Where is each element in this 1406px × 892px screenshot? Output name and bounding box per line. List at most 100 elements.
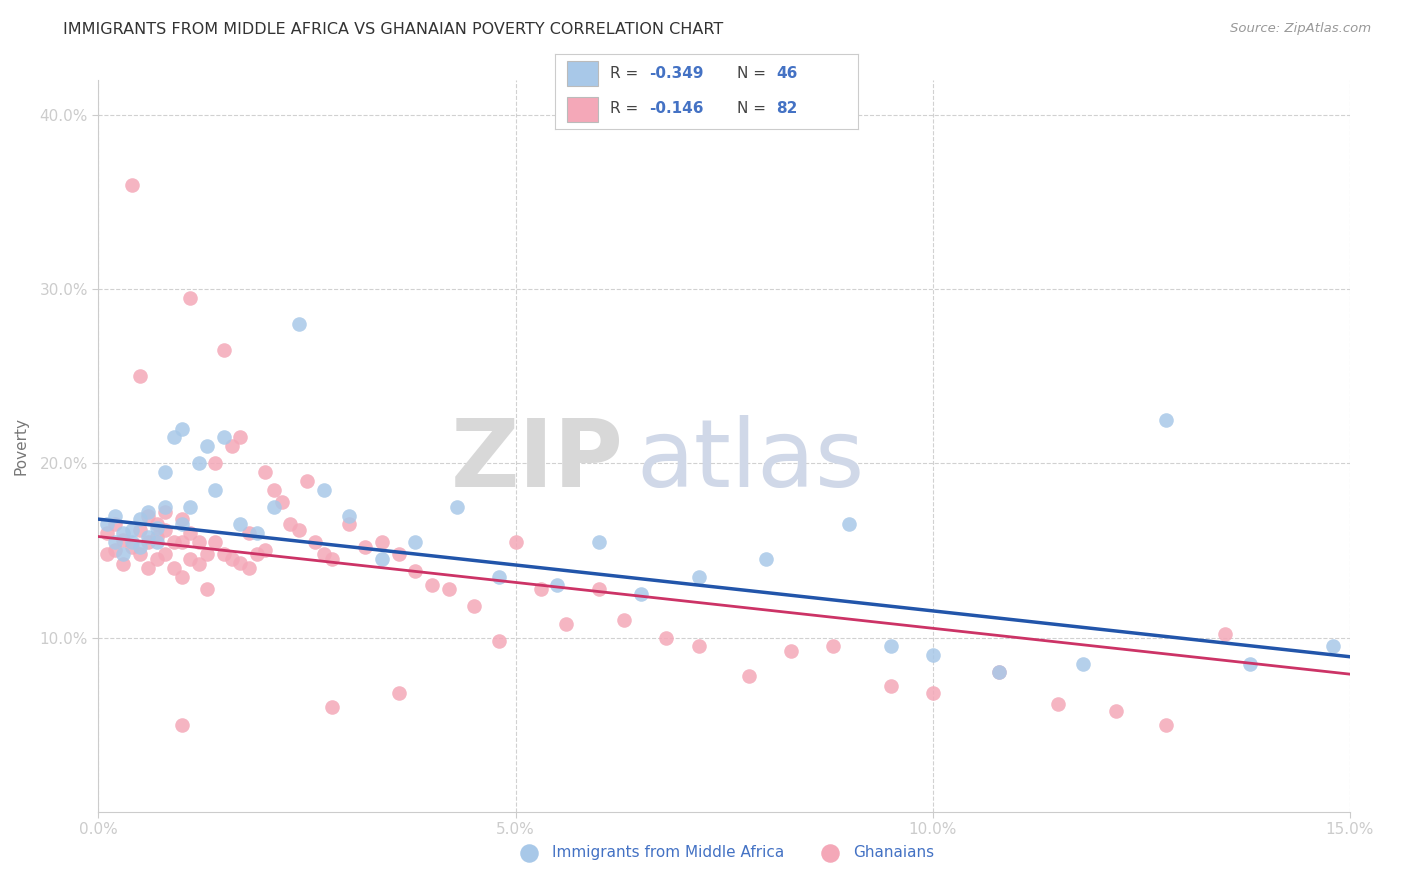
Point (404, 565, 426, 579)
Text: R =: R = (610, 101, 643, 116)
Point (129, 512, 152, 526)
Point (246, 526, 269, 541)
Point (170, 569, 193, 583)
Point (179, 552, 201, 566)
Point (112, 526, 135, 541)
Point (121, 523, 143, 537)
Text: N =: N = (737, 101, 770, 116)
Point (187, 558, 209, 572)
Point (295, 474, 318, 488)
Point (153, 505, 176, 519)
Legend: Immigrants from Middle Africa, Ghanaians: Immigrants from Middle Africa, Ghanaians (508, 839, 941, 866)
Point (96, 517, 118, 532)
Point (1105, 704, 1128, 718)
Text: -0.349: -0.349 (650, 67, 703, 81)
Point (229, 556, 252, 570)
Point (688, 640, 710, 654)
Point (321, 552, 343, 566)
Point (179, 291, 201, 305)
Point (187, 534, 209, 549)
Point (1154, 717, 1177, 731)
Point (204, 457, 226, 471)
Point (121, 540, 143, 554)
Point (162, 534, 184, 549)
Point (446, 500, 468, 514)
Point (263, 483, 285, 497)
Point (880, 679, 903, 693)
Point (221, 552, 243, 566)
Point (146, 552, 169, 566)
Point (96, 547, 118, 561)
Point (138, 534, 160, 549)
Point (337, 517, 360, 532)
Point (1213, 627, 1236, 641)
Point (112, 547, 135, 561)
Point (238, 561, 260, 575)
Point (104, 534, 127, 549)
Point (388, 547, 411, 561)
Point (187, 457, 209, 471)
Text: R =: R = (610, 67, 643, 81)
Point (170, 717, 193, 731)
Point (195, 582, 218, 596)
Point (246, 547, 269, 561)
Point (488, 569, 510, 583)
Point (271, 494, 294, 508)
Point (129, 547, 152, 561)
Point (554, 616, 576, 631)
Point (921, 686, 943, 700)
Point (138, 530, 160, 544)
Point (146, 530, 169, 544)
Point (779, 644, 801, 658)
Point (287, 523, 309, 537)
Point (153, 547, 176, 561)
Point (1046, 697, 1069, 711)
Point (153, 465, 176, 479)
Text: ZIP: ZIP (451, 415, 624, 507)
Point (212, 430, 235, 444)
Point (179, 526, 201, 541)
Point (988, 665, 1011, 680)
Point (238, 526, 260, 541)
Point (287, 317, 309, 331)
Point (138, 508, 160, 523)
Point (630, 587, 652, 601)
Point (179, 500, 201, 514)
Point (821, 640, 844, 654)
Point (588, 582, 610, 596)
Point (170, 421, 193, 435)
Point (254, 465, 277, 479)
Point (129, 540, 152, 554)
Point (488, 634, 510, 648)
Point (138, 505, 160, 519)
Point (195, 547, 218, 561)
Point (112, 558, 135, 572)
Point (204, 534, 226, 549)
Point (1154, 413, 1177, 427)
Point (988, 665, 1011, 680)
Point (738, 669, 761, 683)
Point (1239, 657, 1261, 671)
Point (162, 430, 184, 444)
Point (229, 517, 252, 532)
Point (354, 540, 377, 554)
Point (371, 552, 394, 566)
Point (129, 369, 152, 384)
Point (880, 640, 903, 654)
Text: 46: 46 (776, 67, 797, 81)
Point (104, 508, 127, 523)
Point (404, 534, 426, 549)
Point (388, 686, 411, 700)
Point (321, 700, 343, 714)
Point (212, 343, 235, 358)
Point (96, 526, 118, 541)
Point (337, 508, 360, 523)
Point (153, 523, 176, 537)
Point (170, 517, 193, 532)
Point (129, 523, 152, 537)
Point (221, 439, 243, 453)
Text: N =: N = (737, 67, 770, 81)
Point (529, 582, 551, 596)
Text: -0.146: -0.146 (650, 101, 703, 116)
Point (613, 613, 636, 627)
